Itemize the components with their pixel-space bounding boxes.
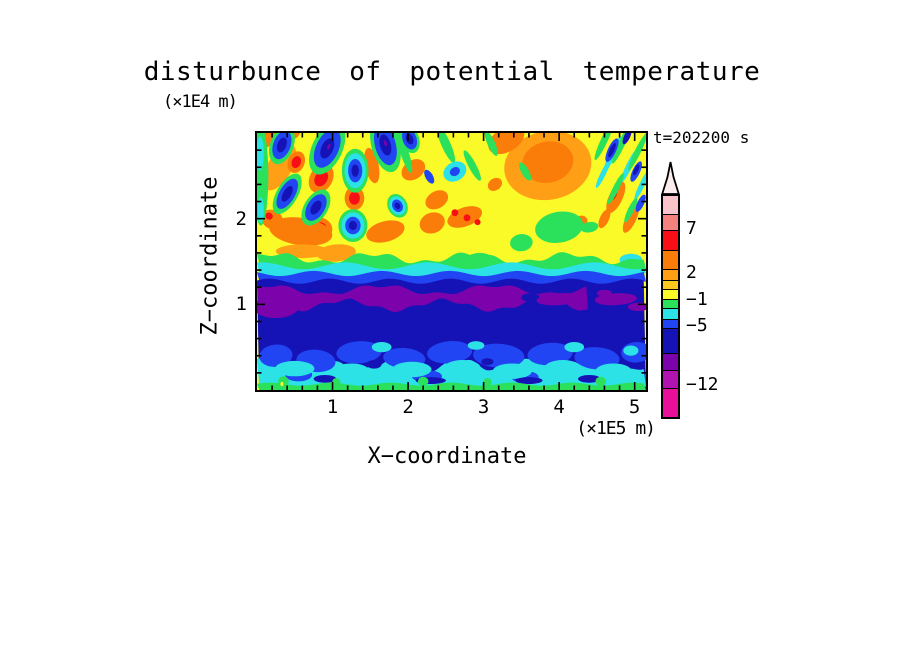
colorbar-segment-green bbox=[663, 299, 678, 308]
colorbar-level-label-−1: −1 bbox=[686, 289, 708, 310]
colorbar-segment-red bbox=[663, 230, 678, 250]
colorbar-segment-orange bbox=[663, 250, 678, 269]
z-tick-label-2: 2 bbox=[235, 207, 247, 230]
x-tick-label-1: 1 bbox=[326, 396, 339, 418]
contour-plot-canvas bbox=[257, 133, 646, 390]
colorbar-segment-yellow bbox=[663, 289, 678, 299]
x-axis-title: X−coordinate bbox=[367, 444, 527, 469]
colorbar-segment-lightpink bbox=[663, 196, 678, 214]
colorbar-level-label-−12: −12 bbox=[686, 374, 719, 395]
x-axis-unit-label: (×1E5 m) bbox=[576, 418, 656, 439]
colorbar-segment-darkblue bbox=[663, 328, 678, 353]
colorbar-level-label-2: 2 bbox=[686, 262, 697, 283]
colorbar-segment-salmon bbox=[663, 214, 678, 230]
chart-title: disturbunce of potential temperature bbox=[143, 57, 761, 87]
colorbar-level-label-−5: −5 bbox=[686, 315, 708, 336]
z-axis-unit-label: (×1E4 m) bbox=[163, 92, 238, 112]
time-annotation: t=202200 s bbox=[653, 128, 750, 147]
colorbar-segment-magpurple bbox=[663, 370, 678, 388]
x-tick-label-3: 3 bbox=[477, 396, 490, 418]
x-tick-label-5: 5 bbox=[628, 396, 641, 418]
plot-area-frame bbox=[255, 131, 648, 392]
x-tick-label-4: 4 bbox=[553, 396, 565, 418]
z-tick-label-1: 1 bbox=[235, 293, 247, 316]
colorbar-segment-magenta bbox=[663, 388, 678, 417]
colorbar-segment-blue bbox=[663, 319, 678, 328]
colorbar-level-label-7: 7 bbox=[686, 218, 697, 239]
colorbar-segment-cyan bbox=[663, 308, 678, 319]
colorbar bbox=[661, 194, 680, 419]
x-tick-label-2: 2 bbox=[402, 396, 414, 418]
colorbar-segment-orange2 bbox=[663, 269, 678, 280]
colorbar-arrow-icon bbox=[661, 161, 680, 195]
colorbar-segment-gold bbox=[663, 280, 678, 289]
colorbar-segment-purple bbox=[663, 353, 678, 370]
